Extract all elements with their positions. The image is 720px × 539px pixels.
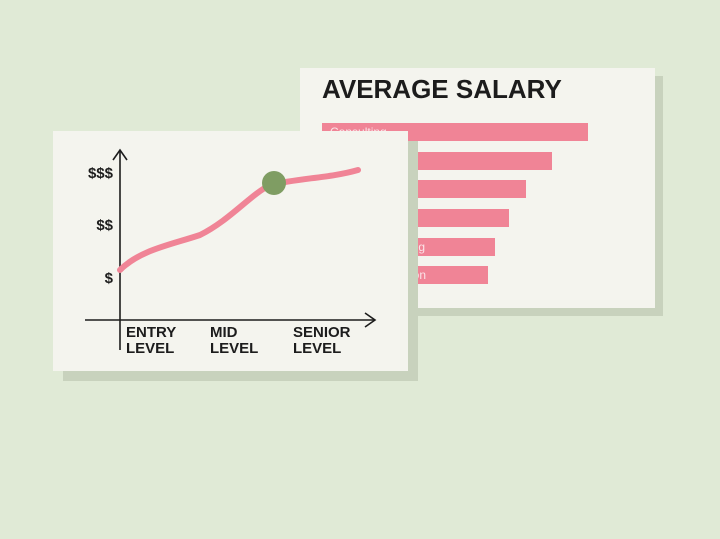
- y-label: $$: [96, 217, 113, 234]
- card-title: AVERAGE SALARY: [322, 74, 562, 104]
- x-label: MID: [210, 324, 238, 341]
- x-label: ENTRY: [126, 324, 176, 341]
- highlight-dot: [262, 171, 286, 195]
- axes: [85, 148, 377, 350]
- y-label: $: [105, 270, 114, 287]
- x-label: LEVEL: [210, 340, 258, 357]
- x-label: LEVEL: [293, 340, 341, 357]
- arrow: [364, 312, 377, 328]
- arrow: [112, 148, 128, 161]
- y-label: $$$: [88, 165, 114, 182]
- trend-line: [117, 167, 361, 273]
- x-label: LEVEL: [126, 340, 174, 357]
- x-label: SENIOR: [293, 324, 351, 341]
